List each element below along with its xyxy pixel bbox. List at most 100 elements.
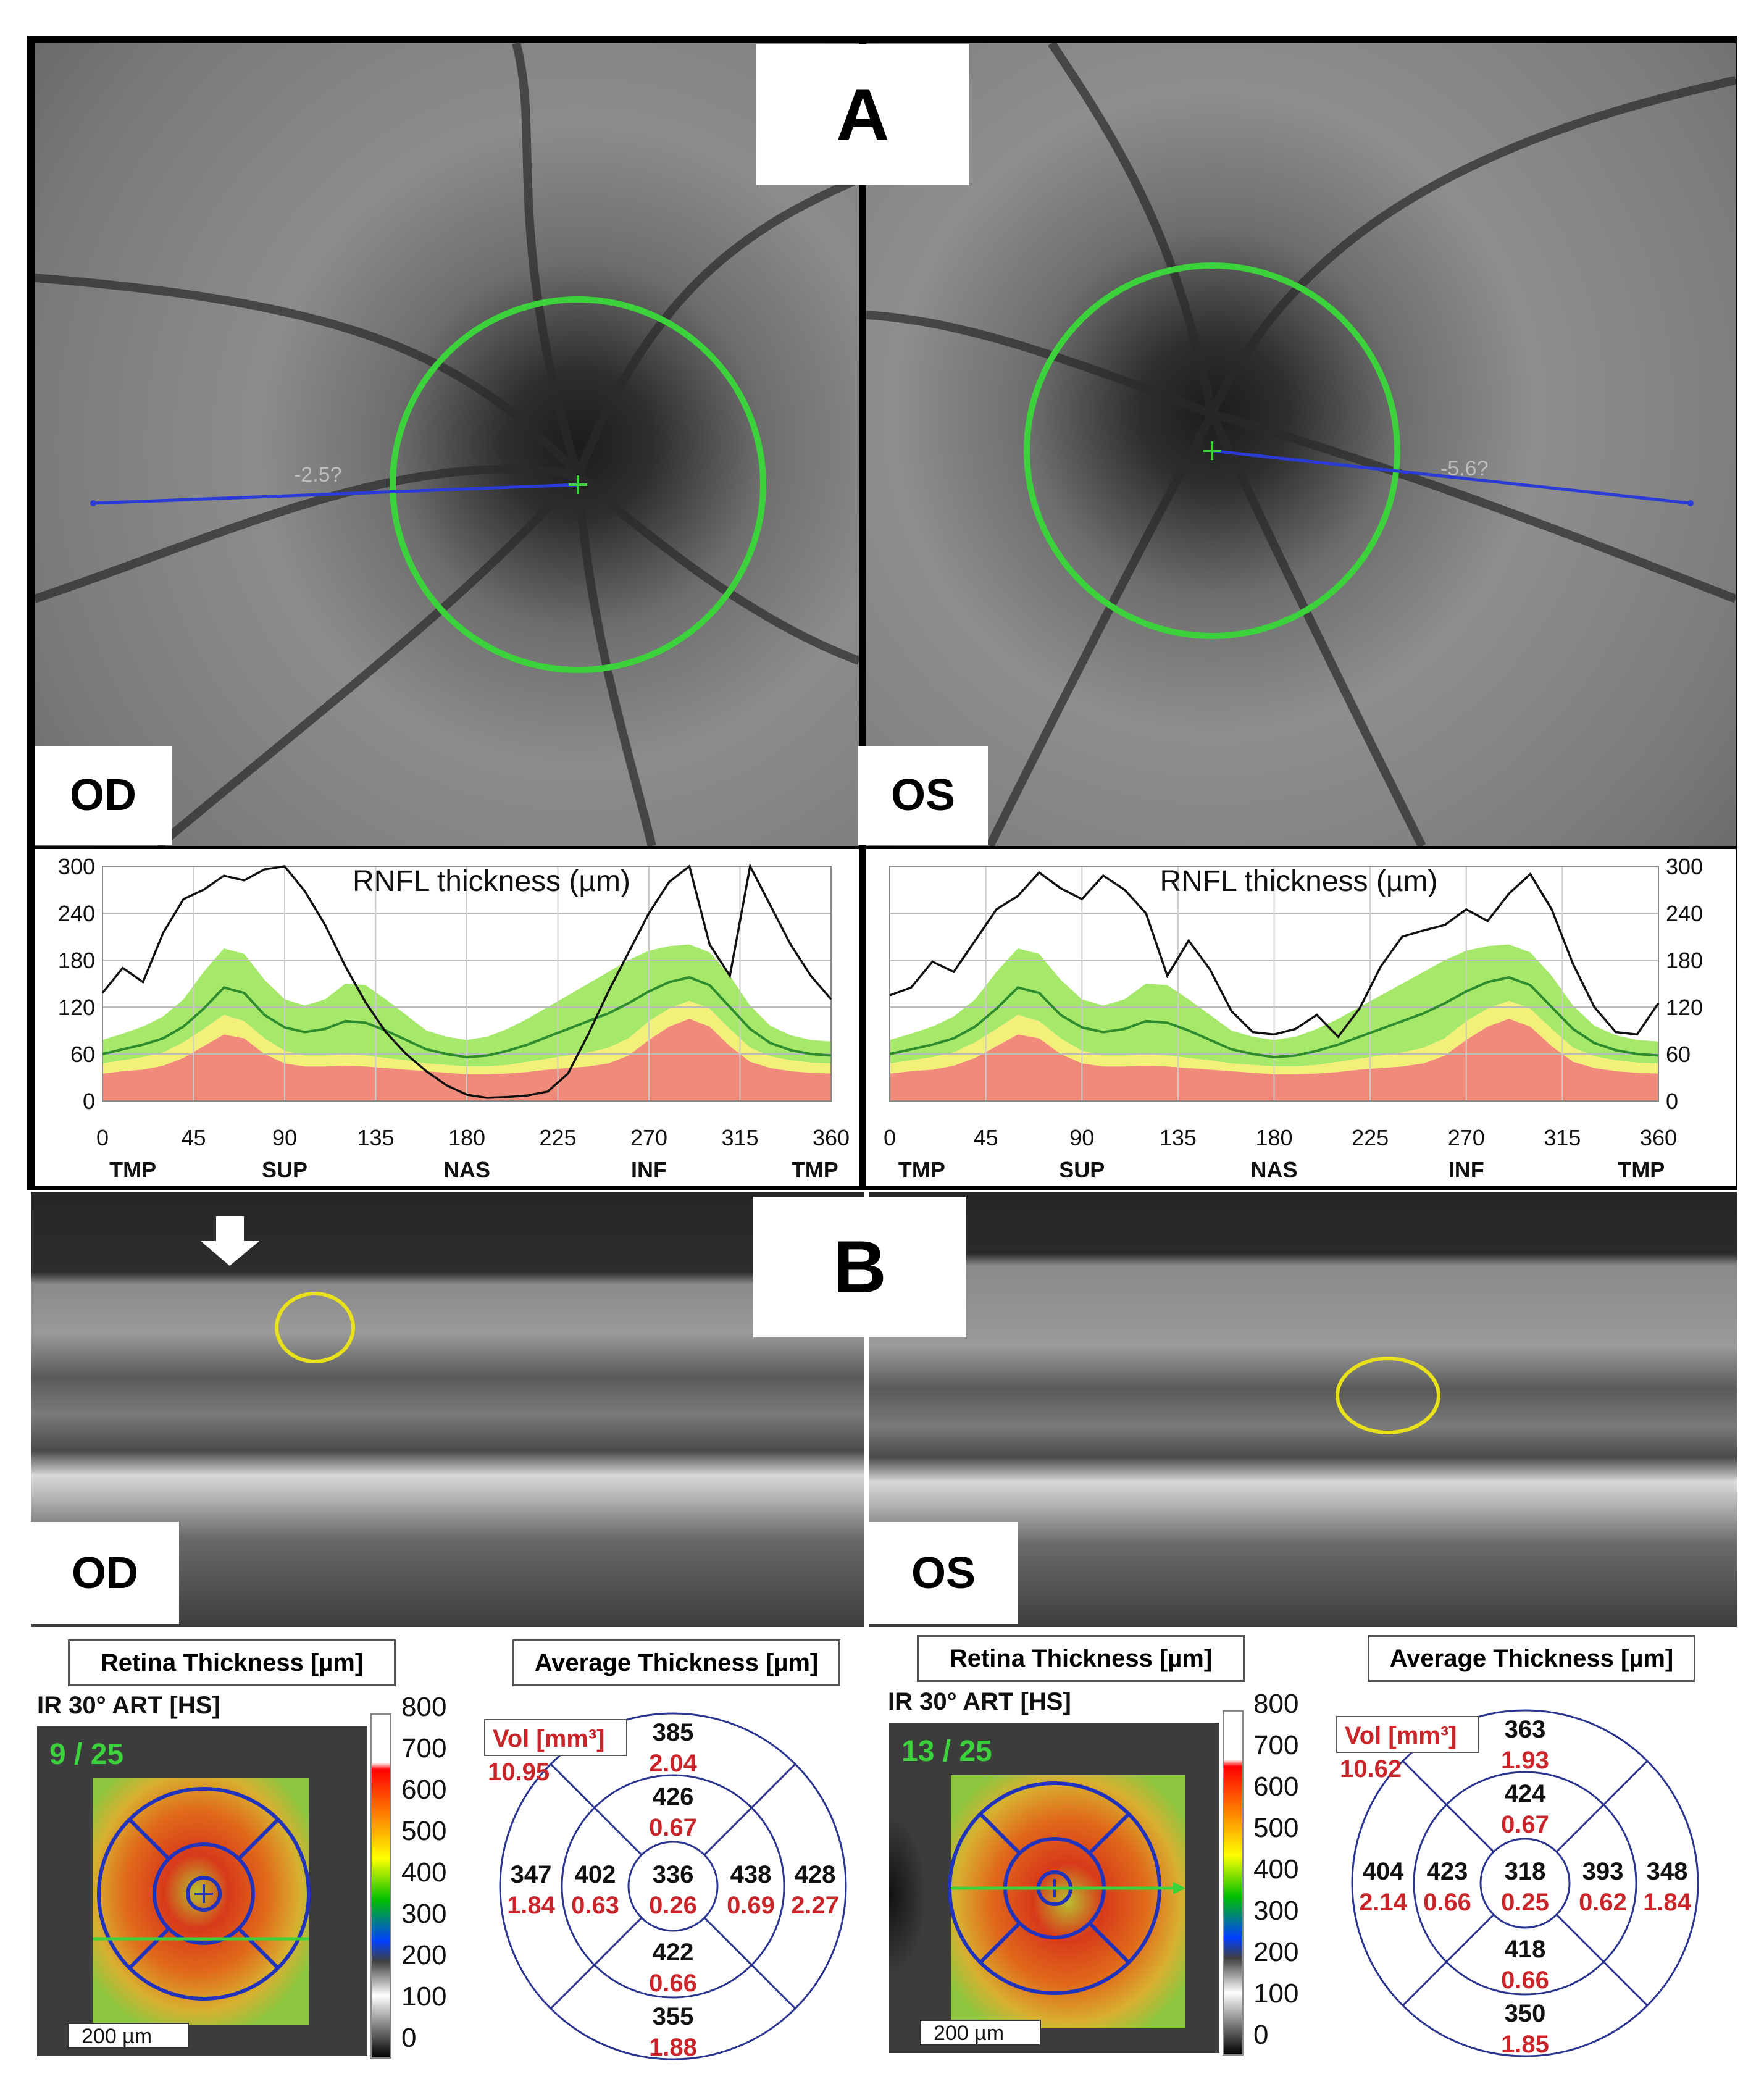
grid-divider	[550, 1917, 643, 2010]
sector-label-od: NAS	[443, 1157, 490, 1182]
sector-label-os: INF	[1448, 1157, 1484, 1182]
y-tick-label-os: 120	[1666, 995, 1703, 1020]
lesion-circle-od	[275, 1292, 355, 1363]
scan-circle-os	[1024, 262, 1400, 639]
scan-count-os: 13 / 25	[901, 1735, 992, 1768]
vol-label: Vol [mm³]	[493, 1725, 604, 1752]
sector-label-od: TMP	[109, 1157, 156, 1182]
total-volume: 10.95	[488, 1759, 550, 1786]
eye-label-od-fundus: OD	[35, 746, 172, 845]
colorbar-tick-label: 0	[1253, 2020, 1269, 2050]
y-tick-label-od: 240	[58, 901, 95, 926]
grid-inner-ring	[1413, 1771, 1637, 1996]
ir-label-od: IR 30° ART [HS]	[37, 1692, 220, 1719]
chart-title-os: RNFL thickness (µm)	[1160, 865, 1438, 898]
thickness-map-os-svg: 13 / 25 200 µm	[889, 1735, 1185, 2046]
x-tick-label-os: 45	[974, 1125, 998, 1150]
x-tick-label-od: 225	[539, 1125, 576, 1150]
x-tick-label-os: 360	[1640, 1125, 1677, 1150]
y-tick-label-od: 300	[58, 854, 95, 879]
grid-volume-outer_right: 1.84	[1643, 1889, 1692, 1916]
grid-volume-outer_superior: 1.93	[1501, 1747, 1549, 1774]
average-thickness-grid-os: 318 0.25 424 0.67 418 0.66 423 0.66 393 0.62 363 1.…	[1334, 1692, 1716, 2065]
grid-volume-inner_right: 0.62	[1579, 1889, 1627, 1916]
oct-os-overlay	[1336, 1357, 1440, 1434]
colorbar-tick-label: 0	[401, 2023, 417, 2053]
vol-label-box	[484, 1719, 627, 1756]
y-tick-label-od: 120	[58, 995, 95, 1020]
measured-line-od	[101, 863, 832, 1099]
grid-volume-outer_superior: 2.04	[649, 1750, 698, 1777]
grid-thickness-outer_inferior: 355	[653, 2003, 694, 2030]
grid-inner-ring	[561, 1774, 785, 1999]
eye-label-od-oct: OD	[31, 1522, 179, 1624]
grid-center-ring	[627, 1841, 719, 1932]
plot-frame-os	[889, 866, 1659, 1102]
grid-outer-ring	[1351, 1709, 1699, 2057]
retina-thickness-title-od: Retina Thickness [µm]	[68, 1639, 396, 1686]
colorbar-tick-label: 600	[1253, 1771, 1299, 1802]
grid-thickness-inner_inferior: 422	[653, 1939, 694, 1966]
grid-outer-ring	[499, 1712, 847, 2060]
x-tick-label-os: 315	[1544, 1125, 1581, 1150]
x-tick-label-od: 0	[96, 1125, 109, 1150]
grid-thickness-inner_right: 393	[1582, 1858, 1624, 1885]
sector-label-os: TMP	[898, 1157, 945, 1182]
colorbar-os	[1223, 1710, 1244, 2056]
x-tick-label-od: 180	[448, 1125, 485, 1150]
colorbar-tick-label: 300	[1253, 1896, 1299, 1926]
sector-label-os: NAS	[1250, 1157, 1297, 1182]
average-thickness-title-os: Average Thickness [µm]	[1368, 1635, 1695, 1682]
grid-thickness-outer_superior: 363	[1505, 1716, 1546, 1743]
colorbar-tick-label: 500	[401, 1816, 447, 1846]
grid-thickness-outer_left: 404	[1363, 1858, 1404, 1885]
fundus-os-overlay: -5.6?	[866, 43, 1736, 846]
x-tick-label-od: 360	[813, 1125, 850, 1150]
grid-volume-inner_superior: 0.67	[1501, 1811, 1549, 1838]
grid-thickness-inner_left: 402	[575, 1861, 616, 1888]
grid-volume-center: 0.25	[1501, 1889, 1549, 1916]
fundus-image-od: -2.5?	[35, 43, 859, 846]
grid-thickness-outer_superior: 385	[653, 1719, 694, 1746]
rnfl-chart-os-panel: 0 60 120 180 240 300 0 45 90 135 180 225 270 315 360 RN…	[866, 849, 1736, 1186]
grid-thickness-inner_superior: 426	[653, 1783, 694, 1810]
x-tick-label-od: 135	[357, 1125, 394, 1150]
grid-volume-inner_left: 0.63	[571, 1892, 619, 1919]
x-tick-label-od: 45	[181, 1125, 206, 1150]
y-tick-label-os: 300	[1666, 854, 1703, 879]
grid-divider	[1402, 1760, 1495, 1853]
x-tick-label-od: 270	[630, 1125, 667, 1150]
measure-label-os: -5.6?	[1440, 457, 1489, 480]
y-tick-label-od: 180	[58, 948, 95, 973]
grid-volume-inner_inferior: 0.66	[649, 1970, 697, 1997]
x-tick-label-os: 135	[1160, 1125, 1197, 1150]
sector-label-od: TMP	[792, 1157, 838, 1182]
fundus-od-overlay: -2.5?	[35, 43, 859, 846]
colorbar-tick-label: 200	[1253, 1937, 1299, 1967]
total-volume: 10.62	[1340, 1755, 1402, 1783]
grid-thickness-inner_superior: 424	[1505, 1780, 1546, 1807]
grid-thickness-outer_inferior: 350	[1505, 2000, 1546, 2027]
measure-line-os	[1211, 449, 1691, 505]
colorbar-tick-label: 700	[1253, 1730, 1299, 1760]
colorbar-tick-label: 800	[401, 1692, 447, 1722]
sector-label-od: INF	[631, 1157, 667, 1182]
measure-label-od: -2.5?	[294, 463, 342, 487]
sector-label-od: SUP	[262, 1157, 307, 1182]
grid-divider	[1402, 1913, 1495, 2007]
grid-volume-outer_inferior: 1.88	[649, 2034, 697, 2061]
chart-title-od: RNFL thickness (µm)	[353, 865, 630, 898]
grid-thickness-outer_right: 348	[1647, 1858, 1688, 1885]
thickness-map-od: 9 / 25 200 µm	[37, 1726, 367, 2056]
retina-thickness-title-os: Retina Thickness [µm]	[917, 1635, 1245, 1682]
grid-volume-outer_right: 2.27	[791, 1892, 839, 1919]
panel-label-b: B	[753, 1197, 966, 1337]
x-tick-label-os: 180	[1255, 1125, 1292, 1150]
colorbar-tick-label: 300	[401, 1899, 447, 1929]
vol-label: Vol [mm³]	[1345, 1722, 1457, 1749]
scale-bar-od: 200 µm	[82, 2025, 152, 2048]
grid-volume-inner_left: 0.66	[1423, 1889, 1471, 1916]
average-thickness-title-od: Average Thickness [µm]	[512, 1639, 840, 1686]
plot-frame-od	[102, 866, 832, 1102]
grid-volume-outer_inferior: 1.85	[1501, 2031, 1549, 2058]
